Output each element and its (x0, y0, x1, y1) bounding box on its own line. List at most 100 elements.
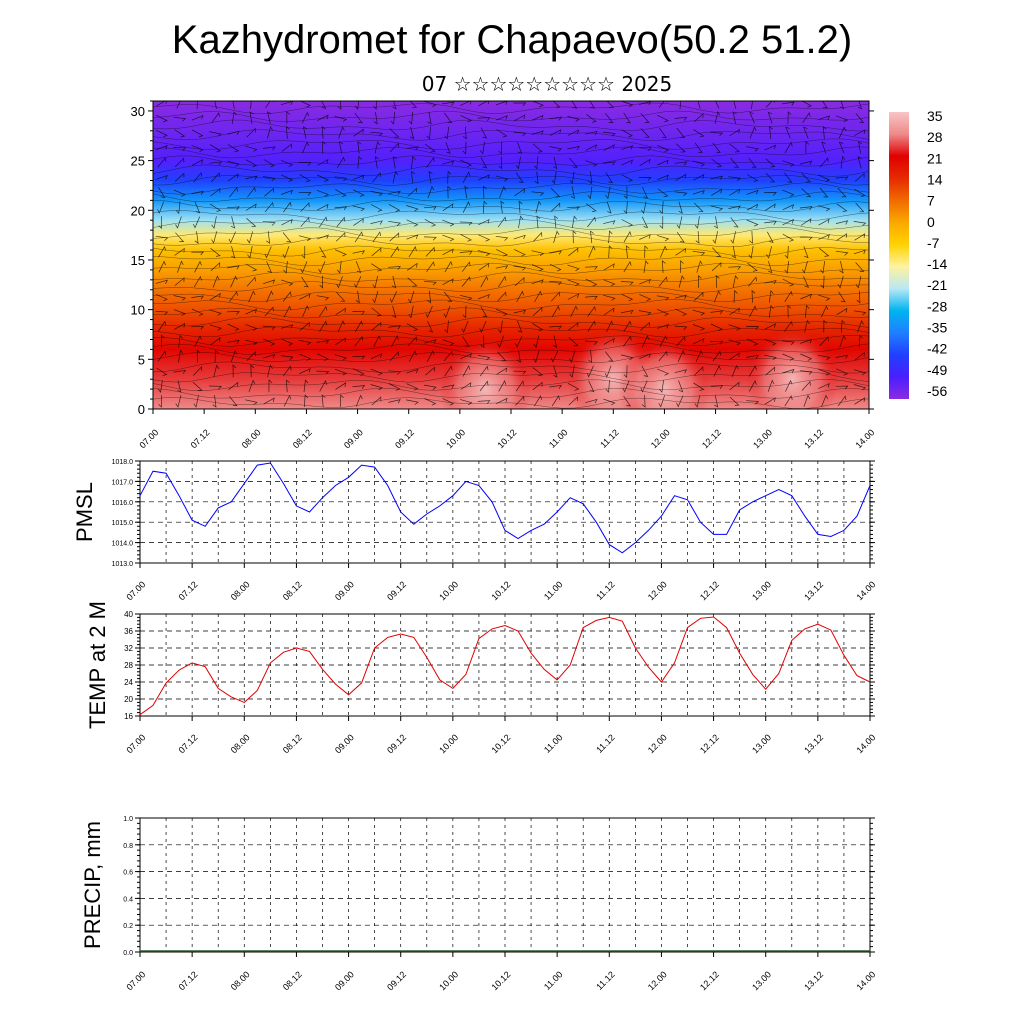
wind-barb (531, 130, 544, 135)
x-tick-label: 09.12 (385, 732, 408, 755)
wind-barb (551, 395, 560, 407)
y-axis-label: PRECIP, mm (80, 821, 105, 949)
wind-barb (818, 368, 831, 376)
wind-barb (751, 101, 753, 109)
wind-barb (620, 310, 634, 315)
wind-barb (480, 275, 489, 288)
wind-barb (262, 146, 276, 151)
x-tick-label: 10.00 (437, 579, 460, 602)
wind-barb (480, 335, 485, 349)
wind-barb (191, 295, 205, 300)
wind-barb (334, 116, 348, 122)
wind-barb (426, 126, 431, 140)
wind-barb (532, 143, 543, 153)
wind-barb (263, 279, 276, 285)
wind-barb (532, 306, 543, 316)
wind-barb (517, 141, 523, 154)
wind-barb (693, 291, 704, 302)
x-tick-label: 09.00 (333, 579, 356, 602)
wind-barb (839, 261, 844, 274)
wind-barb (784, 320, 793, 332)
wind-barb (837, 395, 847, 407)
wind-barb (425, 305, 433, 318)
x-tick-label: 10.12 (495, 427, 518, 450)
wind-barb (461, 276, 471, 287)
wind-barb (728, 266, 742, 270)
wind-barb (444, 126, 450, 140)
x-tick-label: 14.00 (854, 969, 877, 992)
wind-barb (176, 101, 184, 109)
wind-barb (155, 235, 169, 241)
wind-barb (267, 364, 273, 378)
wind-barb (729, 352, 740, 360)
wind-barb (749, 111, 755, 124)
wind-barb (746, 146, 759, 152)
wind-barb (782, 233, 795, 242)
wind-barb (462, 365, 471, 377)
wind-barb (281, 143, 293, 152)
wind-barb (194, 260, 202, 273)
wind-barb (606, 320, 614, 333)
wind-barb (731, 364, 739, 377)
wind-barb (193, 395, 199, 408)
wind-barb (764, 192, 777, 196)
wind-barb (424, 101, 437, 108)
wind-barb (585, 398, 598, 404)
y-tick-label: 1014.0 (112, 541, 134, 548)
wind-barb (158, 245, 167, 258)
wind-barb (804, 319, 810, 333)
wind-barb (266, 261, 273, 273)
wind-barb (499, 185, 506, 199)
wind-barb (585, 144, 598, 151)
wind-barb (800, 338, 813, 344)
wind-barb (423, 206, 437, 211)
wind-barb (409, 101, 418, 108)
wind-barb (620, 281, 634, 286)
wind-barb (838, 126, 847, 139)
x-tick-label: 07.12 (177, 969, 200, 992)
wind-barb (461, 320, 469, 333)
wind-barb (819, 157, 829, 168)
wind-barb (855, 262, 865, 272)
wind-barb (769, 126, 773, 139)
wind-barb (191, 114, 204, 121)
wind-barb (196, 101, 198, 110)
wind-barb (729, 307, 740, 316)
isotherm (153, 182, 869, 195)
wind-barb (194, 231, 199, 244)
wind-barb (835, 250, 849, 256)
wind-barb (442, 278, 454, 286)
wind-barb (550, 350, 559, 363)
wind-barb (177, 260, 184, 273)
isotherm (153, 387, 869, 399)
wind-barb (821, 141, 827, 154)
wind-barb (442, 398, 455, 406)
wind-barb (497, 351, 507, 362)
wind-barb (500, 200, 505, 214)
wind-barb (782, 353, 795, 361)
wind-barb (711, 188, 723, 196)
wind-barb (300, 202, 310, 212)
wind-barb (712, 231, 718, 244)
wind-barb (283, 394, 292, 407)
wind-barb (462, 201, 471, 213)
legend-label: -28 (927, 298, 947, 314)
wind-barb (748, 380, 757, 392)
wind-barb (767, 111, 773, 124)
legend-label: 14 (927, 171, 943, 187)
wind-barb (213, 364, 220, 378)
wind-barb (748, 365, 757, 377)
wind-barb (625, 245, 630, 259)
date-subtitle: 07 ☆☆☆☆☆☆☆☆☆ 2025 (421, 72, 673, 96)
isotherm (153, 191, 869, 203)
wind-barb (713, 216, 718, 229)
wind-barb (227, 130, 240, 135)
wind-barb (389, 128, 400, 138)
wind-barb (355, 290, 360, 304)
wind-barbs (155, 101, 867, 408)
wind-barb (838, 291, 846, 303)
wind-barb (319, 305, 328, 317)
x-tick-label: 09.00 (333, 969, 356, 992)
isotherm (153, 110, 869, 122)
wind-barb (551, 171, 557, 185)
